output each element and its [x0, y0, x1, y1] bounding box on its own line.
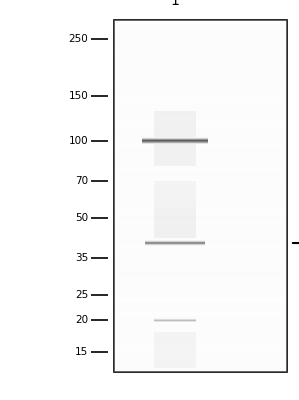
- Text: 150: 150: [68, 90, 88, 100]
- Bar: [145, 241, 205, 242]
- Bar: [154, 320, 196, 321]
- Bar: [145, 244, 205, 245]
- Bar: [154, 208, 196, 238]
- Bar: [154, 318, 196, 319]
- Bar: [142, 140, 208, 141]
- Text: 100: 100: [68, 136, 88, 146]
- Text: 25: 25: [75, 290, 88, 300]
- Text: 50: 50: [75, 213, 88, 223]
- Bar: [142, 142, 208, 143]
- Bar: [154, 332, 196, 368]
- Bar: [145, 243, 205, 244]
- Bar: [145, 242, 205, 243]
- Bar: [142, 137, 208, 138]
- Bar: [145, 244, 205, 245]
- Bar: [142, 139, 208, 140]
- Bar: [142, 141, 208, 142]
- Bar: [154, 319, 196, 320]
- Bar: [142, 143, 208, 144]
- Text: 70: 70: [75, 176, 88, 186]
- Bar: [154, 318, 196, 319]
- Bar: [142, 137, 208, 138]
- Bar: [142, 140, 208, 141]
- Bar: [142, 141, 208, 142]
- Bar: [142, 143, 208, 144]
- Bar: [154, 321, 196, 322]
- Text: 1: 1: [170, 0, 179, 8]
- Text: 15: 15: [75, 348, 88, 358]
- Bar: [154, 320, 196, 321]
- Bar: [154, 321, 196, 322]
- Bar: [145, 240, 205, 241]
- Bar: [154, 321, 196, 322]
- Bar: [114, 20, 287, 372]
- Bar: [154, 319, 196, 320]
- Bar: [145, 242, 205, 243]
- Bar: [142, 138, 208, 139]
- Bar: [154, 318, 196, 319]
- Bar: [145, 244, 205, 245]
- Bar: [145, 245, 205, 246]
- Bar: [154, 319, 196, 320]
- Bar: [154, 112, 196, 166]
- Bar: [145, 240, 205, 241]
- Bar: [142, 138, 208, 139]
- Text: 250: 250: [68, 34, 88, 44]
- Text: 20: 20: [75, 315, 88, 325]
- Bar: [142, 139, 208, 140]
- Bar: [145, 241, 205, 242]
- Bar: [154, 180, 196, 208]
- Text: 35: 35: [75, 253, 88, 263]
- Bar: [145, 245, 205, 246]
- Bar: [154, 320, 196, 321]
- Bar: [142, 142, 208, 143]
- Bar: [145, 243, 205, 244]
